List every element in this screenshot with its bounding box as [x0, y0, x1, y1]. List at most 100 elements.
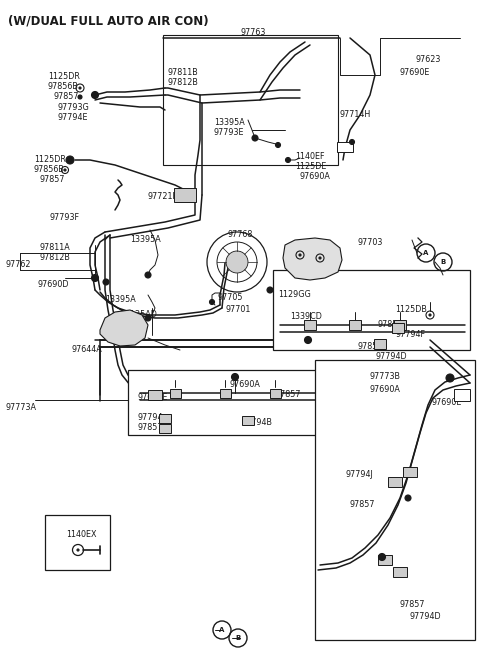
- Bar: [304, 320, 316, 330]
- Text: 1125DR: 1125DR: [48, 72, 80, 81]
- Text: 1125AD: 1125AD: [125, 310, 157, 319]
- Text: 97644A: 97644A: [72, 345, 103, 354]
- Bar: [163, 35, 338, 165]
- Bar: [337, 142, 353, 152]
- Text: 97690A: 97690A: [300, 172, 331, 181]
- Text: 97857: 97857: [400, 600, 425, 609]
- Text: 97690E: 97690E: [138, 393, 168, 402]
- Text: 97705: 97705: [218, 293, 243, 302]
- Text: 97793E: 97793E: [214, 128, 244, 137]
- Polygon shape: [283, 238, 342, 280]
- Text: 97794F: 97794F: [395, 330, 425, 339]
- Circle shape: [66, 156, 74, 164]
- Text: 1129GG: 1129GG: [278, 290, 311, 299]
- Circle shape: [226, 251, 248, 273]
- Text: 97857: 97857: [378, 320, 404, 329]
- Circle shape: [64, 169, 66, 171]
- Bar: [242, 415, 254, 424]
- Bar: [454, 389, 470, 401]
- Text: 97857: 97857: [40, 175, 65, 184]
- Bar: [378, 555, 392, 565]
- Text: 97812B: 97812B: [168, 78, 199, 87]
- Bar: [393, 567, 407, 577]
- Text: 13395A: 13395A: [214, 118, 245, 127]
- Circle shape: [267, 287, 273, 293]
- Text: (W/DUAL FULL AUTO AIR CON): (W/DUAL FULL AUTO AIR CON): [8, 14, 209, 27]
- Text: 1125DE: 1125DE: [295, 162, 326, 171]
- Text: 97623: 97623: [415, 55, 440, 64]
- Text: A: A: [219, 627, 225, 633]
- Circle shape: [145, 272, 151, 278]
- Text: 13395A: 13395A: [105, 295, 136, 304]
- Text: 97857: 97857: [350, 500, 375, 509]
- Text: 97857: 97857: [358, 342, 384, 351]
- Text: 97794J: 97794J: [345, 470, 373, 479]
- Circle shape: [78, 95, 82, 99]
- Text: 97763: 97763: [240, 28, 266, 37]
- Bar: [169, 388, 180, 397]
- Text: 97794: 97794: [138, 413, 164, 422]
- Text: 97794D: 97794D: [410, 612, 442, 621]
- Text: 97703: 97703: [357, 238, 383, 247]
- Text: 97768: 97768: [228, 230, 253, 239]
- Text: 97856B: 97856B: [48, 82, 79, 91]
- Text: 97812B: 97812B: [40, 253, 71, 262]
- Circle shape: [209, 300, 215, 304]
- Bar: [403, 467, 417, 477]
- Bar: [394, 320, 406, 330]
- Circle shape: [304, 336, 312, 344]
- Text: 97701: 97701: [225, 305, 251, 314]
- Bar: [315, 360, 475, 640]
- Bar: [269, 388, 280, 397]
- Text: 1339CD: 1339CD: [290, 312, 322, 321]
- Bar: [45, 515, 110, 570]
- Bar: [159, 424, 171, 432]
- Circle shape: [405, 495, 411, 501]
- Text: B: B: [235, 635, 240, 641]
- Text: 97857: 97857: [275, 390, 300, 399]
- Circle shape: [145, 315, 151, 321]
- Circle shape: [379, 553, 385, 560]
- Text: A: A: [423, 250, 429, 256]
- Text: 97690A: 97690A: [370, 385, 401, 394]
- Text: 97762: 97762: [5, 260, 31, 269]
- Text: 97794B: 97794B: [242, 418, 273, 427]
- Circle shape: [252, 135, 258, 141]
- Circle shape: [92, 275, 98, 281]
- Bar: [174, 188, 196, 202]
- Text: 97690E: 97690E: [432, 398, 462, 407]
- Text: 97811B: 97811B: [168, 68, 199, 77]
- Polygon shape: [100, 310, 148, 346]
- Bar: [159, 413, 171, 422]
- Bar: [349, 320, 361, 330]
- Circle shape: [92, 91, 98, 99]
- Text: 97690A: 97690A: [230, 380, 261, 389]
- Circle shape: [349, 139, 355, 145]
- Text: 1140EF: 1140EF: [295, 152, 324, 161]
- Circle shape: [319, 257, 321, 260]
- Bar: [219, 388, 230, 397]
- Text: 13395A: 13395A: [130, 235, 161, 244]
- Text: 97714H: 97714H: [340, 110, 371, 119]
- Text: 97811A: 97811A: [40, 243, 71, 252]
- Text: B: B: [440, 259, 445, 265]
- Text: 97721B: 97721B: [148, 192, 179, 201]
- Text: 97794E: 97794E: [58, 113, 88, 122]
- Bar: [388, 477, 402, 487]
- Bar: [148, 390, 162, 400]
- Text: 97857: 97857: [138, 423, 164, 432]
- Text: 97773A: 97773A: [5, 403, 36, 412]
- Circle shape: [77, 549, 79, 551]
- Text: 1125DR: 1125DR: [34, 155, 66, 164]
- Text: 97856B: 97856B: [34, 165, 65, 174]
- Text: 97690D: 97690D: [38, 280, 70, 289]
- Text: 97793F: 97793F: [50, 213, 80, 222]
- Text: 1140EX: 1140EX: [66, 530, 96, 539]
- Text: 97690E: 97690E: [399, 68, 430, 77]
- Circle shape: [231, 373, 239, 380]
- Circle shape: [276, 143, 280, 148]
- Text: 97773B: 97773B: [370, 372, 401, 381]
- Text: 97793G: 97793G: [58, 103, 90, 112]
- Circle shape: [103, 279, 109, 285]
- Bar: [374, 339, 386, 349]
